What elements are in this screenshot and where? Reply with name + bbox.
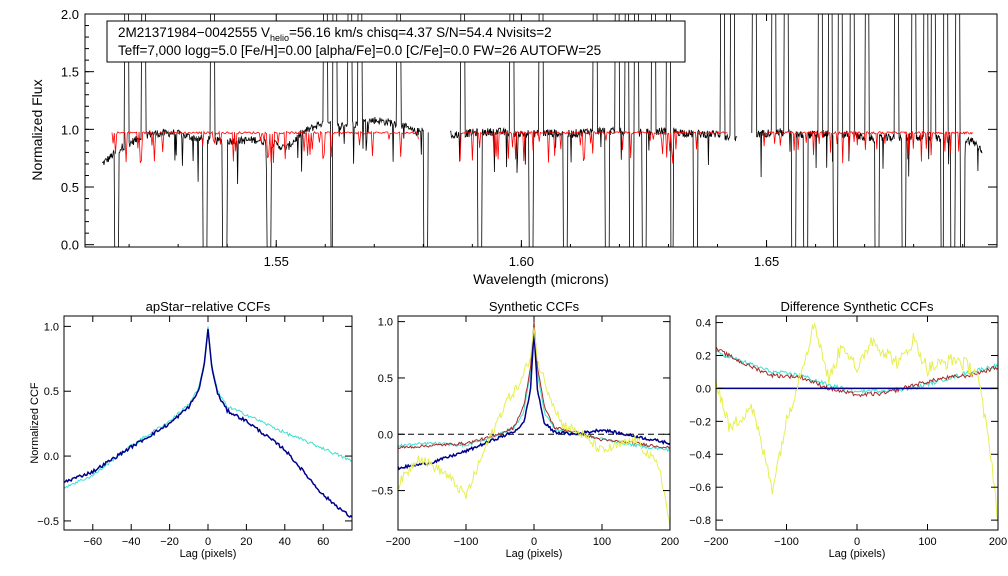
- apstar-ccf-series-visit-2: [63, 328, 353, 518]
- annotation-line-1-prefix: 2M21371984−0042555 V: [118, 25, 270, 40]
- apstar-ccf-x-tick-label: 0: [205, 536, 211, 548]
- difference-ccf-panel: Difference Synthetic CCFs −200 −100 0 100 200…: [689, 299, 1007, 560]
- spectrum-model-chip-3: [761, 130, 973, 164]
- annotation-frame: [106, 20, 686, 63]
- spectrum-y-ticks: 0.0 0.5 1.0 1.5 2.0: [61, 7, 997, 253]
- spectrum-y-tick-label: 0.5: [61, 180, 79, 195]
- difference-ccf-frame: [715, 315, 999, 531]
- spectrum-model-chip-1: [111, 130, 419, 164]
- apstar-ccf-x-tick-label: −60: [83, 536, 102, 548]
- difference-ccf-series-template-fit: [715, 349, 999, 395]
- apstar-ccf-y-tick-label: 0.5: [44, 386, 59, 398]
- spectrum-model-chip-2: [459, 130, 728, 164]
- spectrum-y-tick-label: 1.0: [61, 122, 79, 137]
- difference-ccf-x-tick-label: −200: [704, 536, 729, 548]
- difference-ccf-y-tick-label: 0.2: [696, 351, 711, 363]
- synthetic-ccf-y-tick-label: 0.0: [378, 429, 393, 441]
- apstar-ccf-x-axis-label: Lag (pixels): [180, 548, 237, 560]
- synthetic-ccf-x-tick-label: 0: [531, 536, 537, 548]
- difference-ccf-series-combined: [715, 321, 999, 521]
- synthetic-ccf-x-tick-label: 200: [661, 536, 679, 548]
- difference-ccf-title: Difference Synthetic CCFs: [781, 299, 934, 314]
- apstar-ccf-panel: apStar−relative CCFs −60 −40 −20 0 20 40 60 −0.5…: [29, 299, 353, 560]
- synthetic-ccf-title: Synthetic CCFs: [489, 299, 580, 314]
- apstar-ccf-y-tick-label: 0.0: [44, 451, 59, 463]
- difference-ccf-y-tick-label: −0.8: [689, 515, 711, 527]
- difference-ccf-x-tick-label: 0: [854, 536, 860, 548]
- apstar-ccf-series-visit-1: [63, 326, 353, 489]
- apstar-ccf-x-tick-label: 40: [279, 536, 291, 548]
- synthetic-ccf-y-tick-label: 0.5: [378, 373, 393, 385]
- difference-ccf-series-visit-1: [715, 346, 999, 398]
- spectrum-x-tick-label: 1.55: [264, 254, 289, 269]
- apstar-ccf-y-axis-label: Normalized CCF: [29, 382, 41, 464]
- difference-ccf-x-axis-label: Lag (pixels): [829, 548, 886, 560]
- spectrum-annotation-box: 2M21371984−0042555 Vhelio=56.16 km/s chi…: [106, 20, 686, 63]
- synthetic-ccf-x-tick-label: 100: [593, 536, 611, 548]
- synthetic-ccf-x-axis-label: Lag (pixels): [506, 548, 563, 560]
- synthetic-ccf-series-visit-2: [397, 330, 671, 471]
- spectrum-panel: 1.55 1.60 1.65 0.0 0.5 1.0 1.5 2.0 Wavelength …: [29, 7, 998, 287]
- apstar-ccf-x-tick-label: 60: [317, 536, 329, 548]
- synthetic-ccf-panel: Synthetic CCFs −200 −100 0 100 200 −0.5 0.0 0.5 1…: [371, 299, 679, 560]
- difference-ccf-y-tick-label: 0.0: [696, 383, 711, 395]
- difference-ccf-x-tick-label: 100: [918, 536, 936, 548]
- synthetic-ccf-series-combined: [397, 327, 671, 530]
- spectrum-x-ticks: 1.55 1.60 1.65: [128, 14, 964, 269]
- synthetic-ccf-x-tick-label: −100: [454, 536, 479, 548]
- apstar-ccf-x-tick-label: −40: [122, 536, 141, 548]
- apstar-ccf-y-tick-label: 1.0: [44, 321, 59, 333]
- spectrum-x-tick-label: 1.60: [509, 254, 534, 269]
- synthetic-ccf-frame: [397, 315, 671, 531]
- apstar-ccf-title: apStar−relative CCFs: [146, 299, 271, 314]
- difference-ccf-y-tick-label: 0.4: [696, 318, 711, 330]
- apstar-ccf-frame: [63, 315, 353, 531]
- synthetic-ccf-x-tick-label: −200: [386, 536, 411, 548]
- apstar-ccf-y-tick-label: −0.5: [37, 516, 59, 528]
- spectrum-x-tick-label: 1.65: [754, 254, 779, 269]
- difference-ccf-x-tick-label: 200: [989, 536, 1007, 548]
- annotation-line-1: 2M21371984−0042555 Vhelio=56.16 km/s chi…: [118, 25, 552, 43]
- difference-ccf-x-tick-label: −100: [774, 536, 799, 548]
- apstar-ccf-x-tick-label: −20: [160, 536, 179, 548]
- difference-ccf-y-tick-label: −0.4: [689, 449, 711, 461]
- synthetic-ccf-y-tick-label: 1.0: [378, 317, 393, 329]
- annotation-line-1-suffix: =56.16 km/s chisq=4.37 S/N=54.4 Nvisits=…: [289, 25, 552, 40]
- annotation-line-2: Teff=7,000 logg=5.0 [Fe/H]=0.00 [alpha/F…: [118, 43, 601, 58]
- spectrum-y-axis-label: Normalized Flux: [29, 79, 45, 180]
- difference-ccf-y-tick-label: −0.2: [689, 416, 711, 428]
- difference-ccf-y-tick-label: −0.6: [689, 482, 711, 494]
- spectrum-observed-chip-3: [751, 13, 983, 248]
- spectrum-x-axis-label: Wavelength (microns): [473, 271, 609, 287]
- synthetic-ccf-y-tick-label: −0.5: [371, 486, 393, 498]
- spectrum-y-tick-label: 2.0: [61, 7, 79, 22]
- spectrum-y-tick-label: 1.5: [61, 65, 79, 80]
- spectrum-frame: [84, 13, 998, 248]
- spectrum-y-tick-label: 0.0: [61, 238, 79, 253]
- annotation-line-1-subscript: helio: [270, 33, 289, 43]
- apstar-ccf-x-tick-label: 20: [240, 536, 252, 548]
